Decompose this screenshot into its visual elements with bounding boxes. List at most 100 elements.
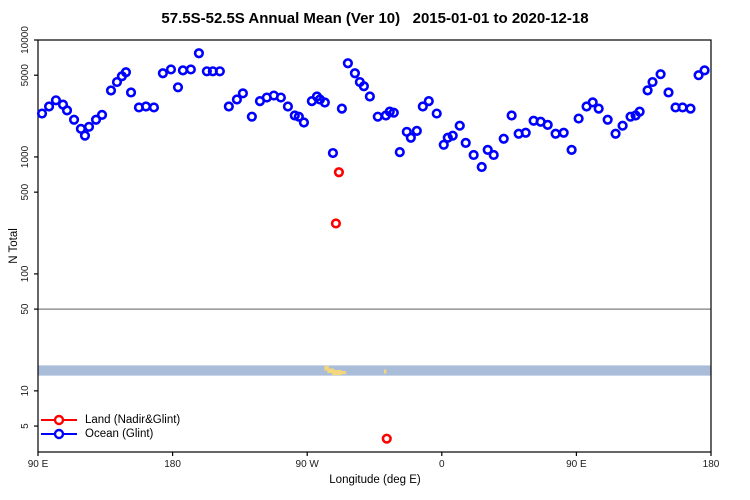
x-axis-ticks: 90 E 180 90 W 0 90 E 180 <box>28 452 720 470</box>
y-tick-label: 50 <box>20 303 31 315</box>
data-point <box>617 120 628 131</box>
data-point <box>520 127 531 138</box>
data-point <box>447 130 458 141</box>
land-marker-icon <box>41 414 77 426</box>
data-point <box>330 218 342 229</box>
data-point <box>172 82 184 93</box>
data-point <box>193 48 205 59</box>
legend: Land (Nadir&Glint) Ocean (Glint) <box>40 413 180 441</box>
data-point <box>111 76 123 88</box>
data-point <box>96 109 108 120</box>
data-point <box>165 64 177 75</box>
data-point <box>388 107 399 118</box>
legend-label-ocean: Ocean (Glint) <box>85 428 154 440</box>
data-point <box>542 119 553 130</box>
data-point <box>693 70 704 81</box>
data-point <box>405 132 416 143</box>
data-point <box>358 81 369 92</box>
data-point <box>647 76 658 88</box>
data-point <box>185 64 196 75</box>
x-tick-label: 90 W <box>296 459 320 470</box>
data-point <box>231 94 243 105</box>
data-point <box>140 101 152 112</box>
data-point <box>685 103 696 114</box>
data-point <box>442 132 453 143</box>
plot-border <box>37 39 712 453</box>
data-point <box>90 114 102 125</box>
data-point <box>157 68 168 79</box>
x-tick-label: 180 <box>703 459 720 470</box>
data-point <box>506 110 517 121</box>
map-band <box>38 365 711 376</box>
data-point <box>50 95 62 106</box>
map-band-land-mark <box>324 365 329 371</box>
x-tick-label: 0 <box>439 459 445 470</box>
data-point <box>454 120 465 131</box>
y-tick-label: 5000 <box>20 64 31 87</box>
data-point <box>177 65 189 76</box>
data-point <box>566 144 577 155</box>
data-point <box>125 87 137 98</box>
y-tick-label: 100 <box>20 265 31 282</box>
y-tick-label: 1000 <box>20 145 31 168</box>
data-point <box>61 105 73 116</box>
chart-title: 57.5S-52.5S Annual Mean (Ver 10) 2015-01… <box>161 10 589 27</box>
data-point <box>642 85 653 96</box>
data-point <box>476 161 487 173</box>
data-point <box>460 137 471 148</box>
data-point <box>417 101 428 112</box>
data-point <box>237 88 248 99</box>
data-point <box>148 102 160 113</box>
data-point <box>319 97 330 108</box>
land-points <box>330 167 392 444</box>
y-tick-label: 500 <box>20 183 31 200</box>
y-tick-label: 10 <box>20 385 31 397</box>
ocean-points <box>36 48 710 173</box>
data-point <box>327 147 339 159</box>
map-band-land-mark <box>340 371 347 375</box>
data-point <box>43 101 55 112</box>
data-point <box>438 139 449 150</box>
data-point <box>372 111 383 122</box>
data-point <box>214 66 225 77</box>
data-point <box>482 144 493 155</box>
data-point <box>79 130 91 141</box>
ocean-marker-icon <box>41 428 77 440</box>
data-point <box>246 111 257 122</box>
data-point <box>587 97 598 108</box>
data-point <box>83 121 95 132</box>
y-axis-ticks: 10000 5000 1000 500 100 50 10 5 <box>20 26 38 429</box>
map-band-land-mark <box>383 369 387 374</box>
data-point <box>223 101 234 112</box>
data-point <box>36 108 48 119</box>
data-point <box>550 128 561 139</box>
data-point <box>602 114 613 125</box>
data-point <box>105 85 117 96</box>
data-point <box>677 102 688 113</box>
data-point <box>298 117 310 128</box>
x-tick-label: 180 <box>164 459 181 470</box>
data-point <box>488 149 499 161</box>
data-point <box>573 113 584 124</box>
data-point <box>381 433 392 444</box>
data-point <box>342 58 353 69</box>
data-point <box>293 111 304 122</box>
data-point <box>68 114 80 125</box>
x-axis-label: Longitude (deg E) <box>329 474 421 486</box>
data-point <box>423 96 434 107</box>
map-band-land-mark <box>331 370 342 376</box>
data-point <box>282 101 294 112</box>
data-point <box>634 106 645 117</box>
data-point <box>349 68 361 79</box>
x-tick-label: 90 E <box>28 459 49 470</box>
data-point <box>663 87 674 98</box>
data-point <box>468 149 479 161</box>
data-point <box>201 66 212 77</box>
y-tick-label: 5 <box>20 423 31 429</box>
data-point <box>275 92 286 103</box>
x-tick-label: 90 E <box>566 459 587 470</box>
data-point <box>411 125 422 137</box>
map-band-land-mark <box>327 368 335 374</box>
